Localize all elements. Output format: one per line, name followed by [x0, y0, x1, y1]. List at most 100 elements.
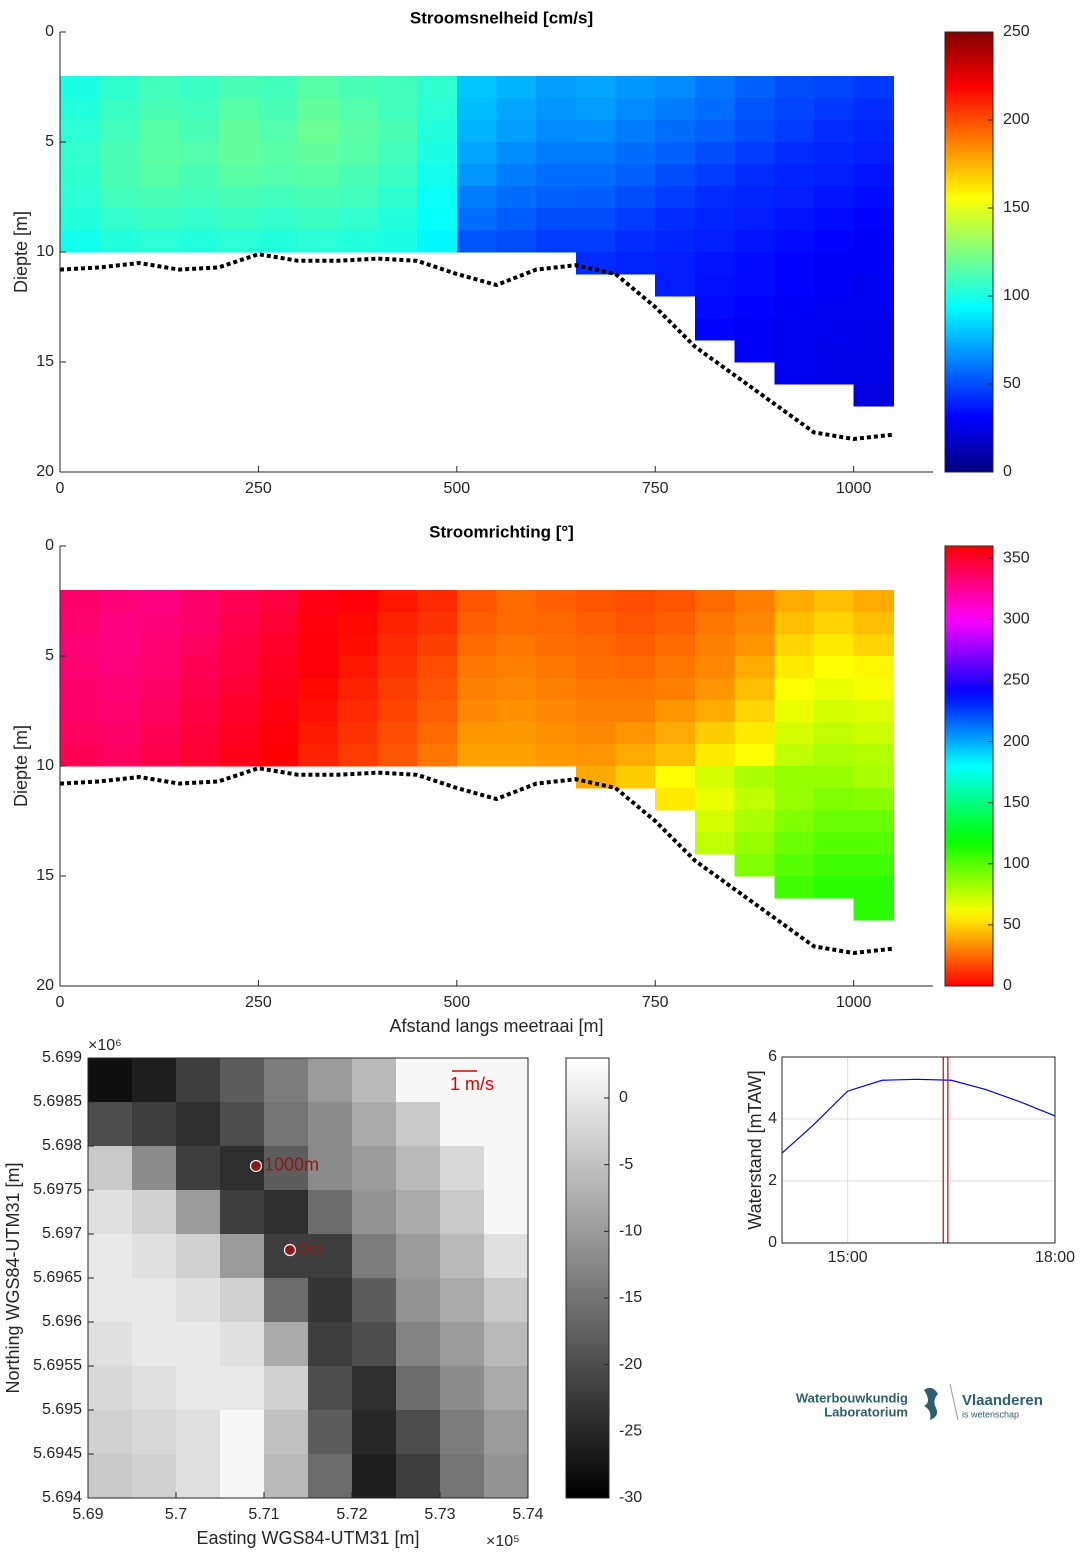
cell: [655, 766, 696, 789]
cell: [88, 1058, 133, 1103]
cell: [218, 120, 259, 143]
cell: [99, 634, 140, 657]
cell: [734, 634, 775, 657]
cell: [60, 120, 101, 143]
colorbar: [944, 31, 994, 473]
cell: [536, 142, 577, 165]
cell: [220, 1190, 265, 1235]
cell: [853, 164, 894, 187]
cell: [734, 186, 775, 209]
cell: [496, 142, 537, 165]
cell: [734, 252, 775, 275]
cell: [139, 590, 180, 613]
cell: [694, 656, 736, 679]
cell: [258, 120, 299, 143]
colorbar-tick-label: -25: [619, 1423, 642, 1440]
cell: [536, 744, 577, 767]
cell: [308, 1190, 353, 1235]
cell: [496, 76, 537, 99]
cell: [496, 656, 537, 679]
cell: [536, 120, 577, 143]
cell: [218, 744, 259, 767]
cell: [655, 634, 696, 657]
cell: [774, 832, 815, 855]
cell: [456, 722, 497, 745]
cell: [440, 1102, 485, 1147]
cell: [853, 634, 894, 657]
cell: [218, 76, 259, 99]
cell: [853, 700, 894, 723]
cell: [774, 120, 815, 143]
cell: [99, 142, 140, 165]
x-tick-label: 500: [443, 480, 470, 497]
cell: [337, 612, 378, 635]
cell: [337, 120, 378, 143]
x-tick-label: 5.7: [165, 1506, 187, 1523]
y-axis-label: Northing WGS84-UTM31 [m]: [3, 1162, 23, 1393]
cell: [298, 590, 339, 613]
cell: [139, 700, 180, 723]
x-tick-label: 5.74: [512, 1506, 543, 1523]
cell: [264, 1322, 309, 1367]
cell: [60, 656, 101, 679]
cell: [60, 142, 101, 165]
cell: [813, 318, 855, 341]
cell: [337, 700, 378, 723]
cell: [774, 230, 815, 253]
cell: [132, 1366, 177, 1411]
cell: [456, 76, 497, 99]
cell: [813, 788, 855, 811]
cell: [694, 634, 736, 657]
series-line: [781, 1078, 1056, 1154]
cell: [655, 230, 696, 253]
cell: [813, 854, 855, 877]
cell: [813, 98, 855, 121]
cell: [694, 810, 736, 833]
cell: [774, 252, 815, 275]
cell: [258, 700, 299, 723]
cell: [655, 208, 696, 231]
colorbar-tick-label: -20: [619, 1356, 642, 1373]
cell: [440, 1366, 485, 1411]
cell: [853, 340, 894, 363]
cell: [655, 76, 696, 99]
y-tick-label: 20: [36, 463, 54, 480]
colorbar-tick-label: 0: [1003, 463, 1012, 480]
x-tick-label: 750: [642, 480, 669, 497]
cell: [615, 656, 656, 679]
cell: [264, 1058, 309, 1103]
cell: [496, 230, 537, 253]
cell: [337, 98, 378, 121]
cell: [220, 1058, 265, 1103]
cell: [774, 98, 815, 121]
cell: [377, 744, 418, 767]
cell: [298, 76, 339, 99]
cell: [377, 634, 418, 657]
cell: [99, 656, 140, 679]
cell: [456, 612, 497, 635]
colorbar-tick-label: 100: [1003, 287, 1030, 304]
cell: [139, 186, 180, 209]
colorbar-tick-label: 350: [1003, 549, 1030, 566]
cell: [853, 766, 894, 789]
cell: [139, 230, 180, 253]
cell: [179, 678, 220, 701]
y-tick-label: 0: [45, 23, 54, 40]
cell: [132, 1190, 177, 1235]
cell: [575, 230, 617, 253]
cell: [655, 700, 696, 723]
cell: [218, 612, 259, 635]
cell: [264, 1366, 309, 1411]
chart-title: Stroomrichting [°]: [429, 522, 574, 541]
cell: [456, 208, 497, 231]
cell: [655, 252, 696, 275]
cell: [352, 1454, 397, 1499]
cell: [813, 142, 855, 165]
cell: [655, 722, 696, 745]
cell: [179, 700, 220, 723]
cell: [298, 678, 339, 701]
y-tick-label: 15: [36, 353, 54, 370]
cell: [337, 590, 378, 613]
cell: [536, 208, 577, 231]
cell: [218, 142, 259, 165]
